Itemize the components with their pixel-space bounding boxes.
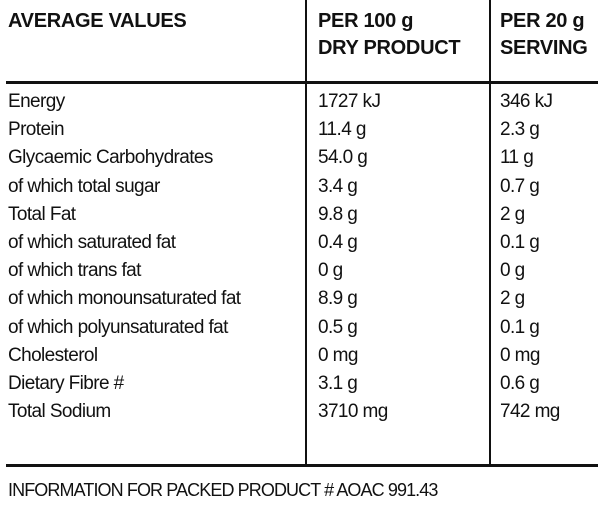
- per-serving-value: 2.3 g: [500, 119, 540, 141]
- header-average-values: AVERAGE VALUES: [8, 10, 187, 32]
- per-serving-value: 346 kJ: [500, 91, 553, 112]
- per-100g-value: 54.0 g: [318, 147, 368, 169]
- header-per-100g: PER 100 g DRY PRODUCT: [318, 8, 461, 62]
- per-100g-value: 3.4 g: [318, 175, 358, 197]
- table-row: Total Fat 9.8 g 2 g: [0, 201, 600, 229]
- nutrient-name: Total Fat: [8, 203, 76, 225]
- per-100g-value: 8.9 g: [318, 288, 358, 310]
- per-serving-value: 11 g: [500, 147, 534, 169]
- per-100g-value: 3.1 g: [318, 372, 358, 394]
- nutrient-name: Energy: [8, 91, 65, 112]
- table-row: Dietary Fibre # 3.1 g 0.6 g: [0, 370, 600, 398]
- table-row: Cholesterol 0 mg 0 mg: [0, 342, 600, 370]
- header-rule: [6, 81, 598, 84]
- nutrient-name: Protein: [8, 119, 65, 141]
- per-serving-value: 0 mg: [500, 344, 540, 366]
- per-100g-value: 0 g: [318, 260, 343, 282]
- nutrient-name: Cholesterol: [8, 344, 98, 366]
- nutrient-name: Glycaemic Carbohydrates: [8, 147, 213, 169]
- table-row: Protein 11.4 g 2.3 g: [0, 116, 600, 144]
- per-serving-value: 0.7 g: [500, 175, 540, 197]
- footer-note: INFORMATION FOR PACKED PRODUCT # AOAC 99…: [8, 480, 438, 500]
- table-row: Glycaemic Carbohydrates 54.0 g 11 g: [0, 144, 600, 172]
- table-row: of which total sugar 3.4 g 0.7 g: [0, 173, 600, 201]
- per-100g-value: 0 mg: [318, 344, 358, 366]
- header-per-serving: PER 20 g SERVING: [500, 8, 588, 62]
- table-row: Total Sodium 3710 mg 742 mg: [0, 398, 600, 426]
- nutrient-name: of which saturated fat: [8, 231, 176, 253]
- per-serving-value: 0.1 g: [500, 316, 540, 338]
- header-per-serving-line1: PER 20 g: [500, 10, 585, 32]
- per-serving-value: 742 mg: [500, 401, 560, 423]
- header-per-serving-line2: SERVING: [500, 37, 588, 59]
- per-serving-value: 0.1 g: [500, 231, 540, 253]
- table-row: of which polyunsaturated fat 0.5 g 0.1 g: [0, 314, 600, 342]
- per-100g-value: 0.4 g: [318, 231, 358, 253]
- column-divider-2: [489, 0, 491, 466]
- table-row: of which saturated fat 0.4 g 0.1 g: [0, 229, 600, 257]
- per-serving-value: 2 g: [500, 288, 525, 310]
- table-row: Energy 1727 kJ 346 kJ: [0, 88, 600, 116]
- per-100g-value: 9.8 g: [318, 203, 358, 225]
- bottom-rule: [6, 464, 598, 467]
- header-per-100g-line2: DRY PRODUCT: [318, 37, 461, 59]
- nutrient-name: Total Sodium: [8, 401, 111, 423]
- per-100g-value: 1727 kJ: [318, 91, 381, 112]
- per-100g-value: 11.4 g: [318, 119, 366, 141]
- nutrient-name: of which trans fat: [8, 260, 141, 282]
- per-serving-value: 0.6 g: [500, 372, 540, 394]
- table-row: of which trans fat 0 g 0 g: [0, 257, 600, 285]
- nutrient-name: Dietary Fibre #: [8, 372, 124, 394]
- nutrient-name: of which monounsaturated fat: [8, 288, 241, 310]
- per-100g-value: 0.5 g: [318, 316, 358, 338]
- per-serving-value: 0 g: [500, 260, 525, 282]
- table-row: of which monounsaturated fat 8.9 g 2 g: [0, 285, 600, 313]
- nutrition-rows: Energy 1727 kJ 346 kJ Protein 11.4 g 2.3 g Gly…: [0, 88, 600, 426]
- column-divider-1: [305, 0, 307, 466]
- per-100g-value: 3710 mg: [318, 401, 388, 423]
- header-per-100g-line1: PER 100 g: [318, 10, 414, 32]
- nutrient-name: of which total sugar: [8, 175, 160, 197]
- per-serving-value: 2 g: [500, 203, 525, 225]
- nutrient-name: of which polyunsaturated fat: [8, 316, 228, 338]
